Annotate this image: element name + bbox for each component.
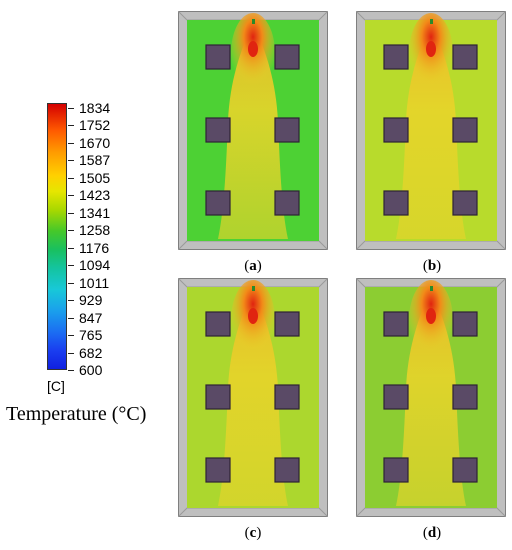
flame-peak [426,308,436,324]
colorbar-tick-label: 1670 [79,134,111,151]
workpiece-block [383,190,409,216]
colorbar-title: Temperature (°C) [6,403,147,425]
workpiece-block [274,457,300,483]
workpiece-block [452,311,478,337]
workpiece-block [452,117,478,143]
colorbar-tick-mark [68,265,74,267]
colorbar-unit: [C] [47,378,65,394]
colorbar-tick-label: 1752 [79,117,111,134]
colorbar-tick-label: 765 [79,327,103,344]
burner-nozzle [430,286,433,291]
colorbar-tick-label: 1587 [79,152,111,169]
workpiece-block [383,311,409,337]
workpiece-block [274,384,300,410]
caption-c: (c) [244,525,262,541]
temperature-field-b [356,11,506,250]
panel-d [356,278,506,517]
colorbar-tick-label: 1834 [79,100,111,116]
colorbar-tick-mark [68,247,74,249]
colorbar-tick-mark [68,142,74,144]
colorbar-tick-mark [68,230,74,232]
colorbar-tick-label: 847 [79,309,103,326]
workpiece-block [383,384,409,410]
burner-nozzle [252,19,255,24]
colorbar-tick-label: 1258 [79,222,111,239]
colorbar-tick-label: 600 [79,362,103,378]
workpiece-block [274,44,300,70]
flame-peak [426,41,436,57]
colorbar-tick-mark [68,282,74,284]
colorbar-tick-label: 1341 [79,204,111,221]
burner-nozzle [252,286,255,291]
colorbar-tick-mark [68,108,74,109]
workpiece-block [383,44,409,70]
workpiece-block [274,311,300,337]
temperature-field-a [178,11,328,250]
colorbar-tick-label: 1011 [79,274,110,291]
panel-a [178,11,328,250]
colorbar-tick-label: 1505 [79,169,111,186]
temperature-field-c [178,278,328,517]
colorbar-tick-mark [68,177,74,179]
colorbar-tick-mark [68,335,74,337]
workpiece-block [452,457,478,483]
caption-b: (b) [422,258,442,274]
workpiece-block [205,311,231,337]
workpiece-block [205,190,231,216]
workpiece-block [205,44,231,70]
workpiece-block [452,190,478,216]
caption-d: (d) [422,525,442,541]
workpiece-block [383,117,409,143]
colorbar-tick-mark [68,160,74,162]
temperature-field-d [356,278,506,517]
workpiece-block [274,117,300,143]
temperature-colorbar [47,103,67,370]
colorbar-tick-label: 1423 [79,187,111,204]
flame-peak [248,41,258,57]
caption-a: (a) [244,258,262,274]
panel-c [178,278,328,517]
workpiece-block [383,457,409,483]
colorbar-tick-mark [68,212,74,214]
panel-b [356,11,506,250]
flame-peak [248,308,258,324]
colorbar-tick-mark [68,352,74,354]
workpiece-block [452,44,478,70]
burner-nozzle [430,19,433,24]
colorbar-tick-mark [68,195,74,197]
workpiece-block [205,384,231,410]
workpiece-block [205,117,231,143]
colorbar-tick-label: 929 [79,292,103,309]
colorbar-tick-mark [68,317,74,319]
workpiece-block [452,384,478,410]
colorbar-tick-label: 1094 [79,257,111,274]
workpiece-block [205,457,231,483]
colorbar-tick-label: 1176 [79,239,110,256]
colorbar-tick-label: 682 [79,344,103,361]
colorbar-tick-mark [68,125,74,127]
colorbar-tick-mark [68,370,74,371]
colorbar-tick-mark [68,300,74,302]
workpiece-block [274,190,300,216]
